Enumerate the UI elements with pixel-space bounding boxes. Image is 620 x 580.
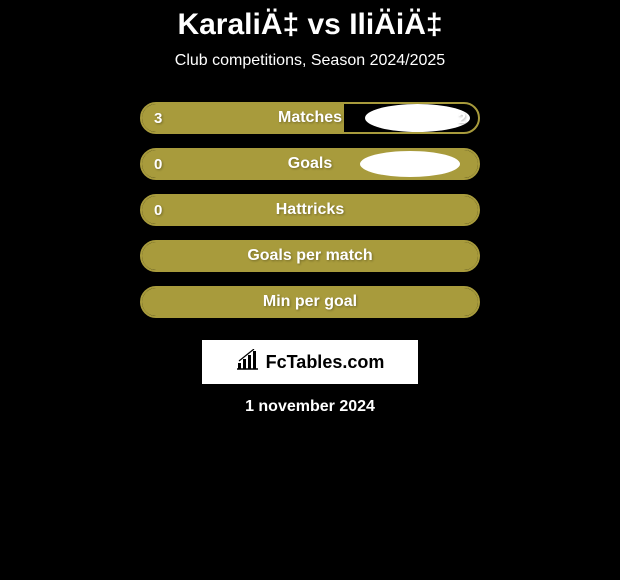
logo-box: FcTables.com [202, 340, 418, 384]
stat-bar: 0 Hattricks [140, 194, 480, 226]
chart-icon [236, 349, 260, 376]
stat-value-left: 0 [154, 156, 162, 173]
stat-label: Goals [288, 155, 332, 173]
stat-label: Matches [278, 109, 342, 127]
stat-row: 3 Matches 2 [140, 102, 480, 134]
stat-row: Min per goal [140, 286, 480, 318]
stat-label: Hattricks [276, 201, 344, 219]
stat-bar: Goals per match [140, 240, 480, 272]
player-avatar-right [365, 104, 470, 132]
footer-date: 1 november 2024 [245, 398, 375, 416]
stat-bar: Min per goal [140, 286, 480, 318]
stat-value-left: 0 [154, 202, 162, 219]
page-title: KaraliÄ‡ vs IliÄiÄ‡ [177, 8, 442, 42]
stat-row: 0 Hattricks [140, 194, 480, 226]
page-subtitle: Club competitions, Season 2024/2025 [175, 52, 445, 70]
stat-value-right: 2 [458, 110, 466, 127]
player-avatar-right [360, 151, 460, 177]
stat-value-left: 3 [154, 110, 162, 127]
stat-row: 0 Goals [140, 148, 480, 180]
stat-label: Min per goal [263, 293, 357, 311]
stat-label: Goals per match [247, 247, 372, 265]
logo-text: FcTables.com [266, 352, 385, 373]
stat-row: Goals per match [140, 240, 480, 272]
stats-container: 3 Matches 2 0 Goals 0 Hattricks Goals per match… [140, 102, 480, 332]
